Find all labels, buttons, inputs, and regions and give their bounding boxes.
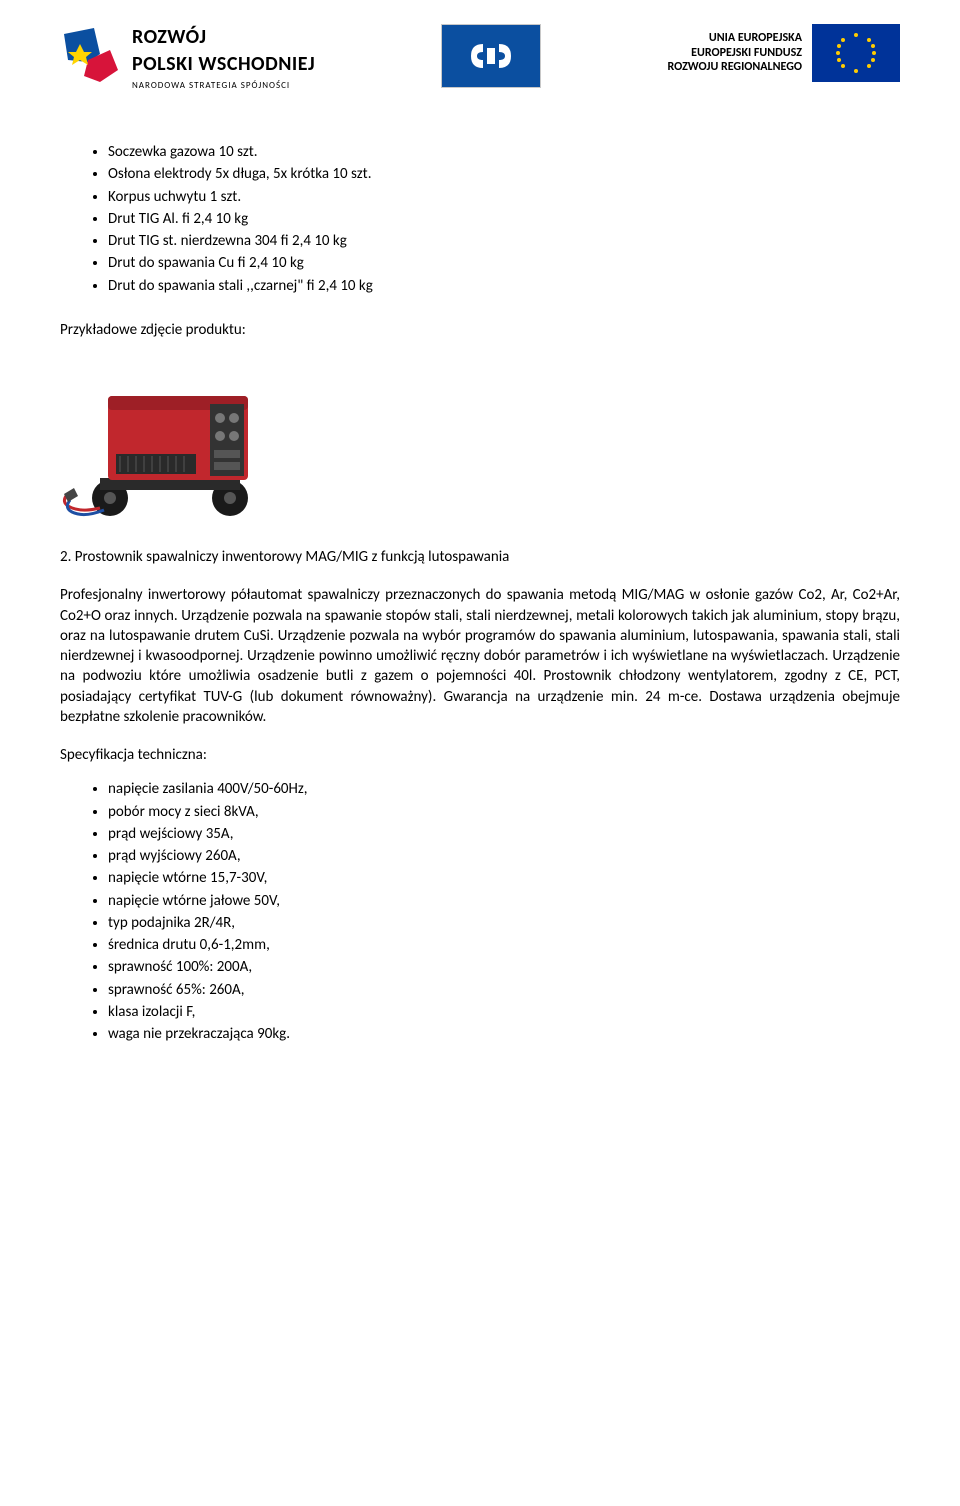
list-item: sprawność 100%: 200A,: [108, 957, 900, 977]
logo-left-line1: ROZWÓJ: [132, 24, 315, 51]
logo-right: UNIA EUROPEJSKA EUROPEJSKI FUNDUSZ ROZWO…: [668, 24, 900, 82]
list-item: sprawność 65%: 260A,: [108, 980, 900, 1000]
list-item: Soczewka gazowa 10 szt.: [108, 142, 900, 162]
eu-flag-icon: [812, 24, 900, 82]
list-item: napięcie wtórne jałowe 50V,: [108, 891, 900, 911]
list-item: prąd wejściowy 35A,: [108, 824, 900, 844]
list-item: Korpus uchwytu 1 szt.: [108, 187, 900, 207]
body-paragraph: Profesjonalny inwertorowy półautomat spa…: [60, 585, 900, 727]
list-item: napięcie zasilania 400V/50-60Hz,: [108, 779, 900, 799]
list-item: pobór mocy z sieci 8kVA,: [108, 802, 900, 822]
product-image: [60, 358, 280, 523]
logo-left-line2: POLSKI WSCHODNIEJ: [132, 51, 315, 78]
bullet-list-top: Soczewka gazowa 10 szt. Osłona elektrody…: [60, 142, 900, 296]
header-logos: ROZWÓJ POLSKI WSCHODNIEJ NARODOWA STRATE…: [60, 24, 900, 92]
logo-left-line3: NARODOWA STRATEGIA SPÓJNOŚCI: [132, 80, 315, 92]
list-item: Drut do spawania stali ,,czarnej" fi 2,4…: [108, 276, 900, 296]
list-item: Drut do spawania Cu fi 2,4 10 kg: [108, 253, 900, 273]
logo-left-mark: [60, 26, 124, 90]
logo-left-text: ROZWÓJ POLSKI WSCHODNIEJ NARODOWA STRATE…: [132, 24, 315, 92]
logo-left: ROZWÓJ POLSKI WSCHODNIEJ NARODOWA STRATE…: [60, 24, 315, 92]
eu-line1: UNIA EUROPEJSKA: [668, 31, 802, 45]
list-item: klasa izolacji F,: [108, 1002, 900, 1022]
section-title: 2. Prostownik spawalniczy inwentorowy MA…: [60, 547, 900, 567]
list-item: typ podajnika 2R/4R,: [108, 913, 900, 933]
spec-list: napięcie zasilania 400V/50-60Hz, pobór m…: [60, 779, 900, 1044]
sample-image-label: Przykładowe zdjęcie produktu:: [60, 320, 900, 340]
list-item: waga nie przekraczająca 90kg.: [108, 1024, 900, 1044]
list-item: prąd wyjściowy 260A,: [108, 846, 900, 866]
list-item: Drut TIG Al. fi 2,4 10 kg: [108, 209, 900, 229]
list-item: Osłona elektrody 5x długa, 5x krótka 10 …: [108, 164, 900, 184]
eu-line3: ROZWOJU REGIONALNEGO: [668, 60, 802, 74]
logo-mid: [441, 24, 541, 88]
logo-right-text: UNIA EUROPEJSKA EUROPEJSKI FUNDUSZ ROZWO…: [668, 31, 802, 74]
spec-label: Specyfikacja techniczna:: [60, 745, 900, 765]
list-item: średnica drutu 0,6-1,2mm,: [108, 935, 900, 955]
list-item: napięcie wtórne 15,7-30V,: [108, 868, 900, 888]
list-item: Drut TIG st. nierdzewna 304 fi 2,4 10 kg: [108, 231, 900, 251]
eu-line2: EUROPEJSKI FUNDUSZ: [668, 46, 802, 60]
